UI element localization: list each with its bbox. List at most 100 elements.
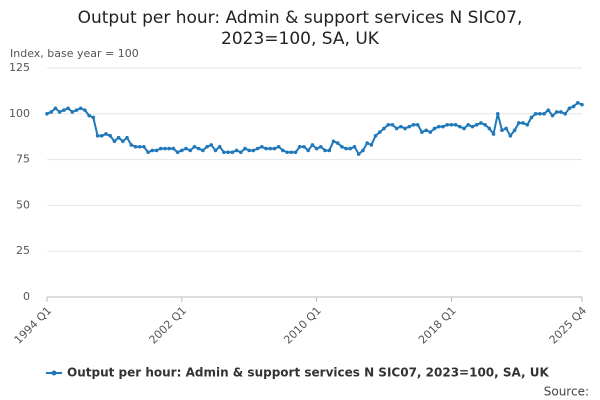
- point: [306, 148, 310, 153]
- point: [87, 113, 91, 118]
- point: [180, 148, 184, 153]
- point: [424, 128, 428, 133]
- point: [302, 144, 306, 149]
- point: [567, 106, 572, 111]
- point: [352, 144, 357, 149]
- point: [323, 148, 327, 153]
- point: [436, 124, 441, 129]
- y-tick-label: 50: [16, 198, 30, 211]
- point: [142, 144, 146, 149]
- point: [133, 144, 138, 149]
- point: [344, 146, 348, 151]
- point: [83, 108, 87, 112]
- point: [289, 150, 294, 155]
- point: [163, 146, 167, 151]
- x-tick-label: 2002 Q1: [147, 304, 190, 347]
- chart-title: Output per hour: Admin & support service…: [77, 8, 523, 49]
- point: [310, 143, 315, 147]
- y-tick-label: 0: [23, 290, 30, 303]
- point: [213, 148, 218, 153]
- point: [226, 150, 230, 155]
- point: [365, 141, 369, 145]
- point: [559, 110, 563, 114]
- y-tick-label: 75: [16, 153, 30, 166]
- point: [563, 112, 567, 116]
- point: [390, 122, 395, 127]
- point: [512, 128, 517, 133]
- point: [62, 108, 66, 112]
- point: [529, 115, 534, 120]
- point: [99, 133, 104, 138]
- point: [70, 110, 75, 114]
- point: [281, 148, 285, 153]
- point: [175, 150, 180, 155]
- point: [462, 126, 466, 131]
- point: [205, 144, 209, 149]
- point: [49, 110, 54, 114]
- point: [125, 135, 129, 140]
- point: [399, 124, 403, 129]
- point: [491, 132, 496, 136]
- point: [150, 148, 155, 153]
- point: [466, 122, 471, 127]
- point: [331, 139, 336, 144]
- point: [508, 133, 513, 138]
- point: [209, 143, 214, 147]
- point: [196, 146, 201, 151]
- point: [479, 121, 483, 125]
- point: [517, 121, 521, 125]
- point: [550, 113, 555, 118]
- point: [188, 148, 193, 153]
- point: [525, 122, 530, 127]
- point: [403, 126, 407, 131]
- point: [340, 144, 344, 149]
- point: [158, 146, 163, 151]
- point: [272, 146, 277, 151]
- point: [504, 126, 508, 131]
- x-tick-label: 2010 Q1: [281, 304, 324, 347]
- point: [285, 150, 289, 155]
- point: [297, 144, 302, 149]
- y-tick-label: 125: [9, 61, 30, 74]
- point: [335, 141, 340, 145]
- point: [53, 106, 58, 111]
- point: [104, 132, 108, 136]
- point: [554, 110, 559, 114]
- source: Source:: [544, 385, 589, 399]
- point: [449, 122, 454, 127]
- point: [487, 126, 492, 131]
- point: [112, 139, 117, 144]
- point: [247, 148, 252, 153]
- point: [533, 112, 538, 116]
- point: [441, 124, 445, 129]
- point: [45, 112, 49, 116]
- point: [394, 126, 399, 131]
- point: [453, 122, 458, 127]
- point: [184, 146, 188, 151]
- point: [575, 101, 580, 105]
- point: [129, 143, 134, 147]
- point: [411, 122, 416, 127]
- point: [348, 146, 353, 151]
- x-tick-label: 2025 Q4: [547, 304, 590, 347]
- point: [201, 148, 205, 153]
- point: [495, 112, 500, 116]
- y-tick-label: 25: [16, 244, 30, 257]
- point: [571, 104, 576, 109]
- point: [373, 133, 378, 138]
- point: [260, 144, 264, 149]
- point: [243, 146, 247, 151]
- point: [137, 144, 142, 149]
- point: [91, 115, 96, 120]
- point: [146, 150, 150, 155]
- point: [432, 126, 437, 131]
- x-tick-label: 2018 Q1: [416, 304, 459, 347]
- point: [361, 148, 365, 153]
- point: [428, 130, 433, 134]
- point: [192, 144, 197, 149]
- point: [167, 146, 171, 151]
- point: [382, 126, 386, 131]
- point: [458, 124, 462, 129]
- point: [276, 144, 281, 149]
- point: [171, 146, 176, 151]
